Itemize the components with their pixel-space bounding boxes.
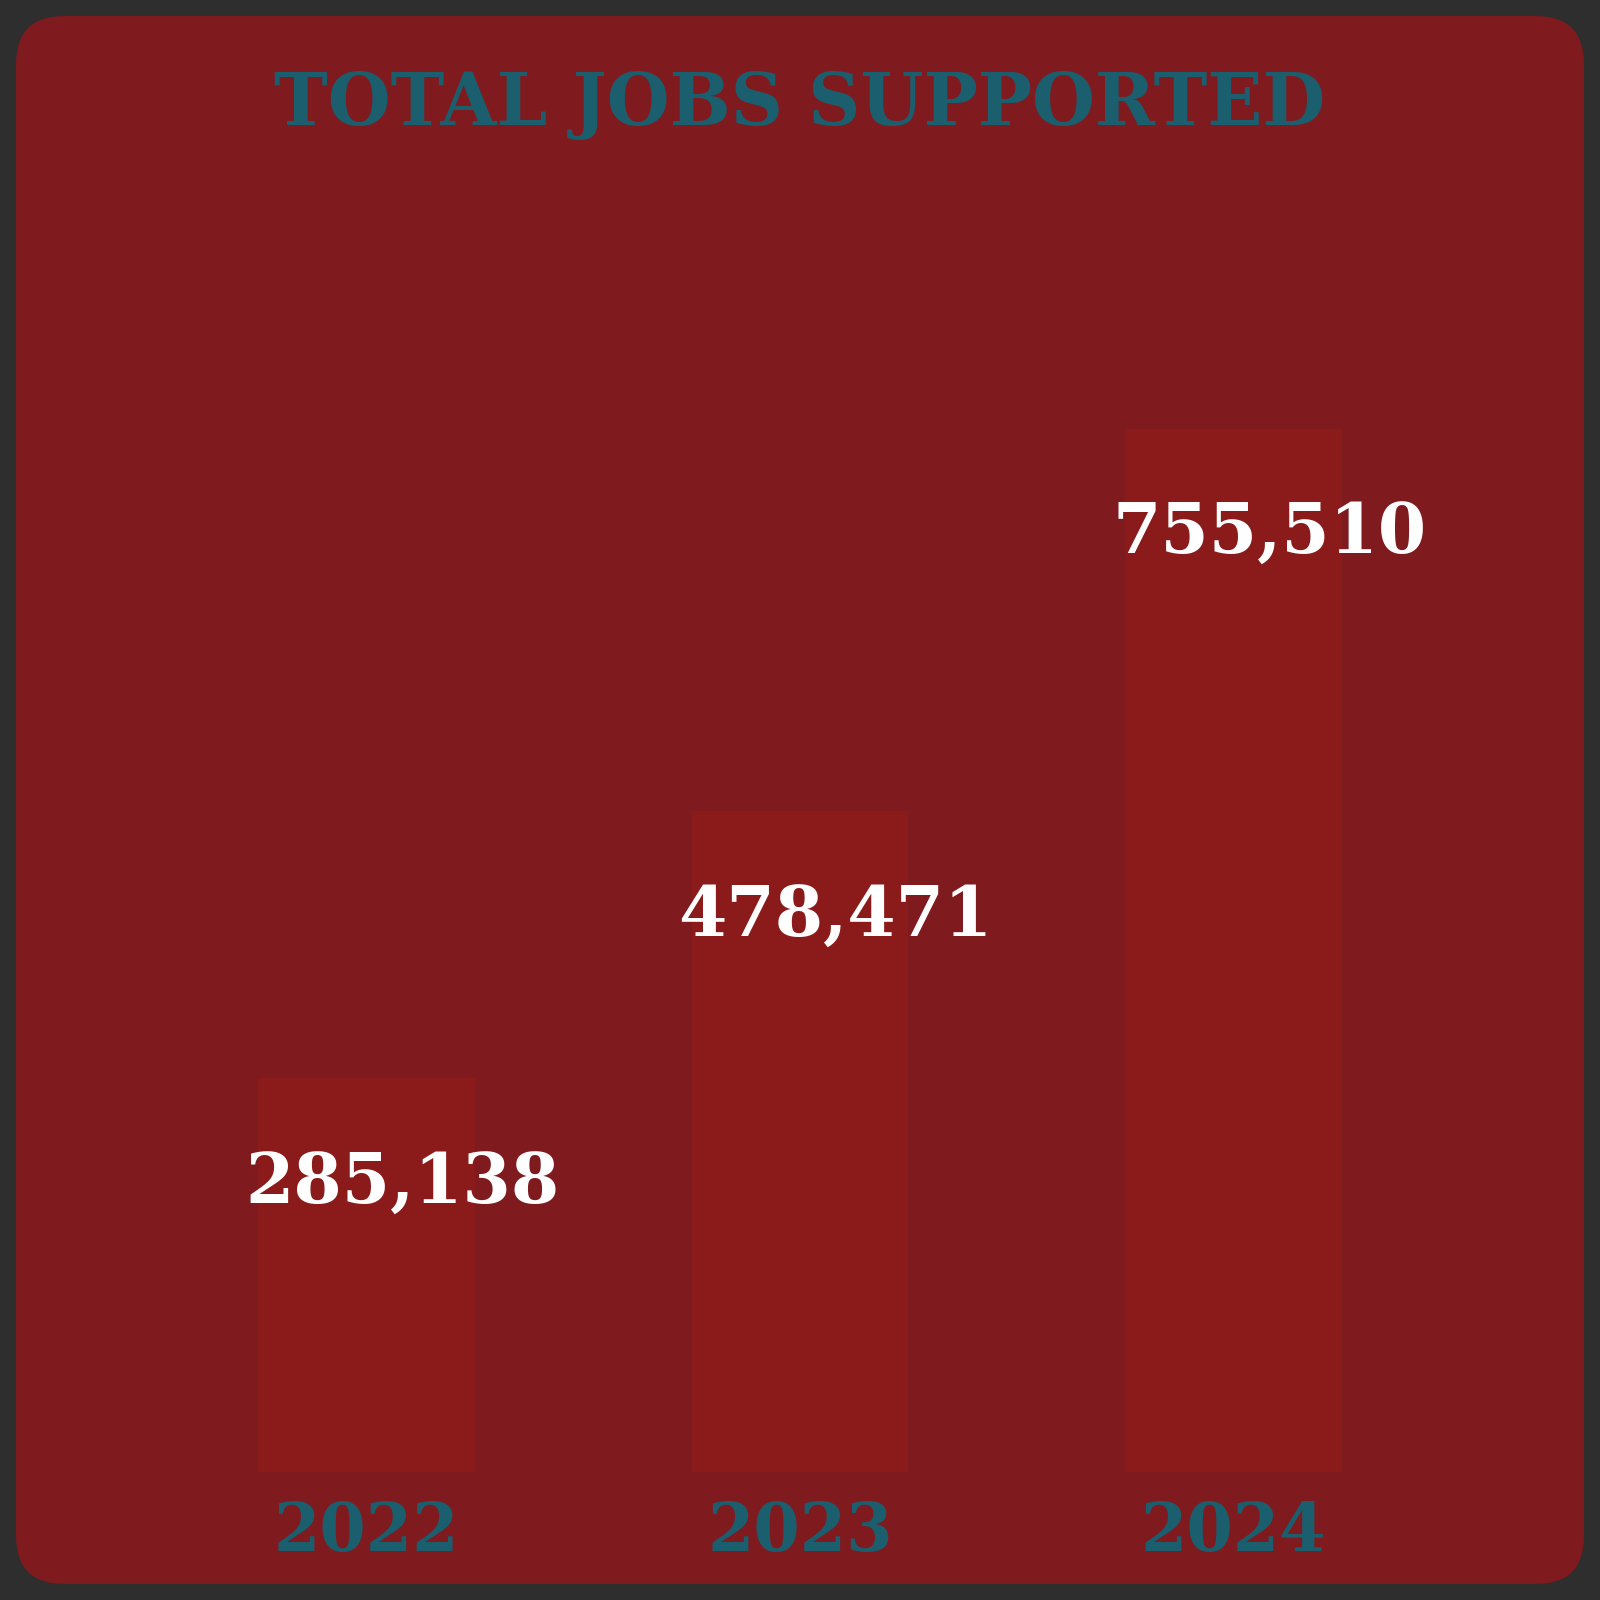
Title: TOTAL JOBS SUPPORTED: TOTAL JOBS SUPPORTED xyxy=(275,69,1325,141)
Text: 285,138: 285,138 xyxy=(245,1150,560,1218)
Text: 755,510: 755,510 xyxy=(1112,501,1426,568)
Bar xyxy=(1125,429,1342,1472)
Bar xyxy=(691,811,909,1472)
Bar xyxy=(258,1078,475,1472)
Text: 478,471: 478,471 xyxy=(678,883,994,950)
